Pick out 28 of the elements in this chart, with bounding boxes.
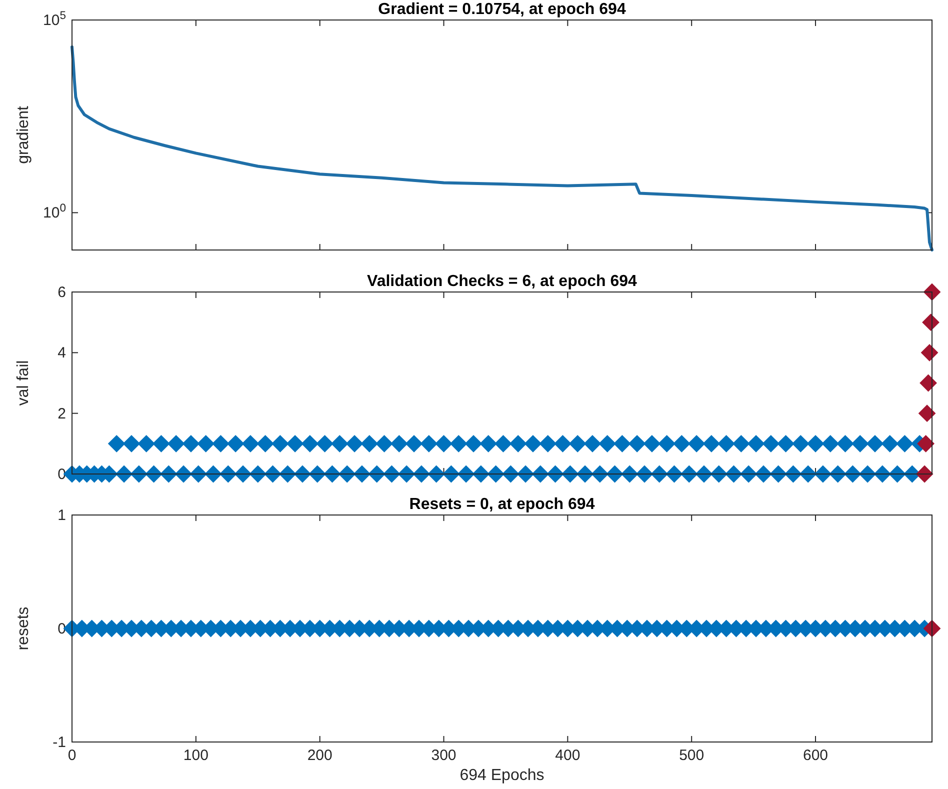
point (916, 466, 934, 482)
y-axis-title: resets (15, 606, 32, 650)
chart-title: Validation Checks = 6, at epoch 694 (367, 273, 638, 290)
y-tick-label: 1 (58, 507, 66, 524)
x-tick-label: 100 (183, 747, 208, 764)
y-axis-title: val fail (15, 360, 32, 406)
y-tick-label: 10$^{0}$ (43, 202, 66, 222)
x-tick-label: 600 (803, 747, 828, 764)
x-tick-label: 500 (679, 747, 704, 764)
point (921, 344, 938, 362)
point (922, 314, 940, 331)
x-tick-label: 400 (555, 747, 580, 764)
x-tick-label: 200 (307, 747, 332, 764)
chart-title: Resets = 0, at epoch 694 (409, 496, 595, 513)
point (918, 404, 936, 422)
y-tick-label: 4 (58, 344, 66, 362)
y-tick-label: 6 (58, 284, 66, 301)
line-series (70, 45, 934, 252)
y-tick-label: 2 (58, 405, 66, 422)
x-axis-title: 694 Epochs (460, 767, 544, 784)
point (920, 374, 937, 392)
y-axis-title: gradient (15, 106, 32, 164)
point (924, 284, 940, 300)
chart-title: Gradient = 0.10754, at epoch 694 (378, 1, 626, 18)
y-tick-label: -1 (52, 734, 66, 751)
point (917, 435, 934, 452)
x-tick-label: 300 (431, 747, 456, 764)
y-tick-label: 10$^{5}$ (43, 10, 66, 29)
